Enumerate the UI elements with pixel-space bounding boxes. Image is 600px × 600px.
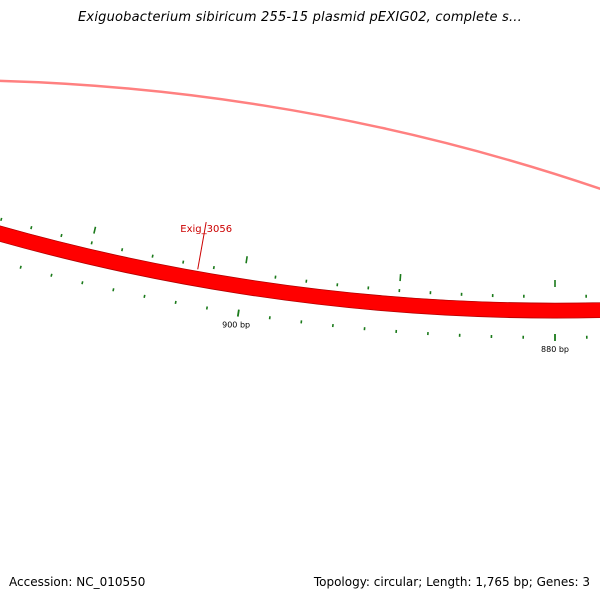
inner-tick bbox=[245, 256, 248, 264]
minor-tick bbox=[143, 294, 146, 298]
minor-tick bbox=[81, 281, 84, 285]
minor-tick bbox=[212, 265, 215, 270]
gene-arrow-exig-3056[interactable] bbox=[0, 94, 600, 319]
minor-tick bbox=[30, 226, 33, 230]
tick-label: 880 bp bbox=[541, 345, 569, 354]
inner-tick bbox=[399, 274, 402, 282]
minor-tick bbox=[90, 241, 93, 245]
major-tick bbox=[236, 309, 240, 317]
gene-arrow-shading bbox=[0, 79, 600, 191]
map-title: Exiguobacterium sibiricum 255-15 plasmid… bbox=[78, 10, 522, 25]
topology-summary: Topology: circular; Length: 1,765 bp; Ge… bbox=[313, 575, 590, 589]
accession-label: Accession: NC_010550 bbox=[9, 575, 146, 589]
minor-tick bbox=[0, 217, 3, 222]
minor-tick bbox=[182, 260, 185, 264]
minor-tick bbox=[121, 248, 124, 252]
minor-tick bbox=[151, 254, 154, 258]
minor-tick bbox=[60, 233, 63, 238]
minor-tick bbox=[19, 265, 22, 269]
minor-tick bbox=[50, 273, 53, 277]
tick-marks: 1000 bp980 bp960 bp940 bp920 bp900 bp880… bbox=[0, 217, 588, 354]
minor-tick bbox=[174, 300, 177, 305]
gene-label-leader bbox=[197, 221, 207, 270]
tick-label: 900 bp bbox=[222, 320, 250, 329]
gene-label[interactable]: Exig_3056 bbox=[180, 224, 232, 235]
gene-track: Exig_3056 bbox=[0, 79, 600, 319]
minor-tick bbox=[112, 288, 115, 292]
inner-tick bbox=[93, 226, 97, 234]
minor-tick bbox=[205, 306, 209, 310]
